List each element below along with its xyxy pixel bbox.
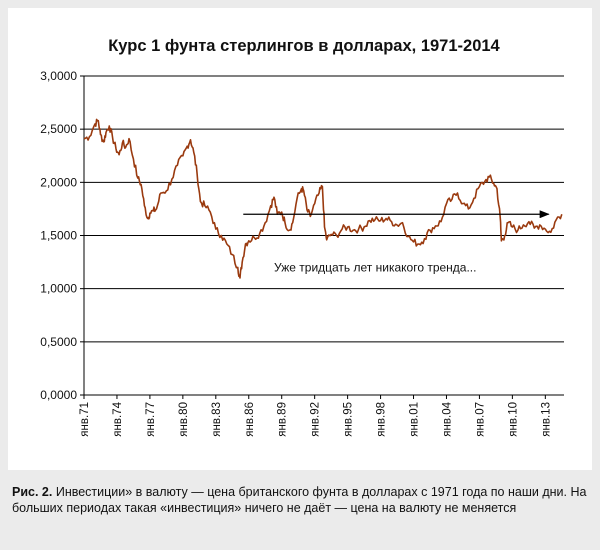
annotation-text: Уже тридцать лет никакого тренда... [274,261,476,275]
x-tick-label: янв.77 [145,402,157,437]
y-tick-label: 3,0000 [40,69,77,83]
x-tick-label: янв.92 [310,402,322,437]
x-tick-label: янв.04 [441,401,453,436]
y-tick-label: 1,0000 [40,282,77,296]
x-tick-label: янв.07 [474,402,486,437]
series-line [83,118,563,279]
grid-lines [84,75,564,343]
x-tick-label: янв.01 [409,402,421,437]
caption-text: Инвестиции» в валюту — цена британского … [12,485,587,515]
chart-panel: Курс 1 фунта стерлингов в долларах, 1971… [8,8,592,470]
y-tick-label: 2,0000 [40,175,77,189]
x-tick-label: янв.89 [277,402,289,437]
y-tick-label: 0,0000 [40,388,77,402]
chart-title: Курс 1 фунта стерлингов в долларах, 1971… [108,37,500,55]
x-tick-label: янв.83 [211,402,223,437]
y-tick-label: 0,5000 [40,335,77,349]
chart: Курс 1 фунта стерлингов в долларах, 1971… [40,37,564,437]
x-tick-label: янв.13 [540,402,552,437]
x-tick-label: янв.74 [112,401,124,436]
axes [83,76,564,396]
x-tick-label: янв.71 [79,402,91,437]
y-tick-label: 1,5000 [40,229,77,243]
y-tick-labels: 0,0000 0,5000 1,0000 1,5000 2,0000 2,5000 3,00… [40,69,84,402]
y-tick-label: 2,5000 [40,122,77,136]
x-tick-labels: янв.71 янв.74 янв.77 янв.80 янв.83 янв.86 янв.… [79,395,552,437]
x-tick-label: янв.98 [376,402,388,437]
x-tick-label: янв.95 [343,402,355,437]
x-tick-label: янв.10 [507,402,519,437]
caption-label: Рис. 2. [12,485,53,499]
x-tick-label: янв.86 [244,402,256,437]
x-tick-label: янв.80 [178,402,190,437]
figure-caption: Рис. 2. Инвестиции» в валюту — цена брит… [12,484,588,516]
